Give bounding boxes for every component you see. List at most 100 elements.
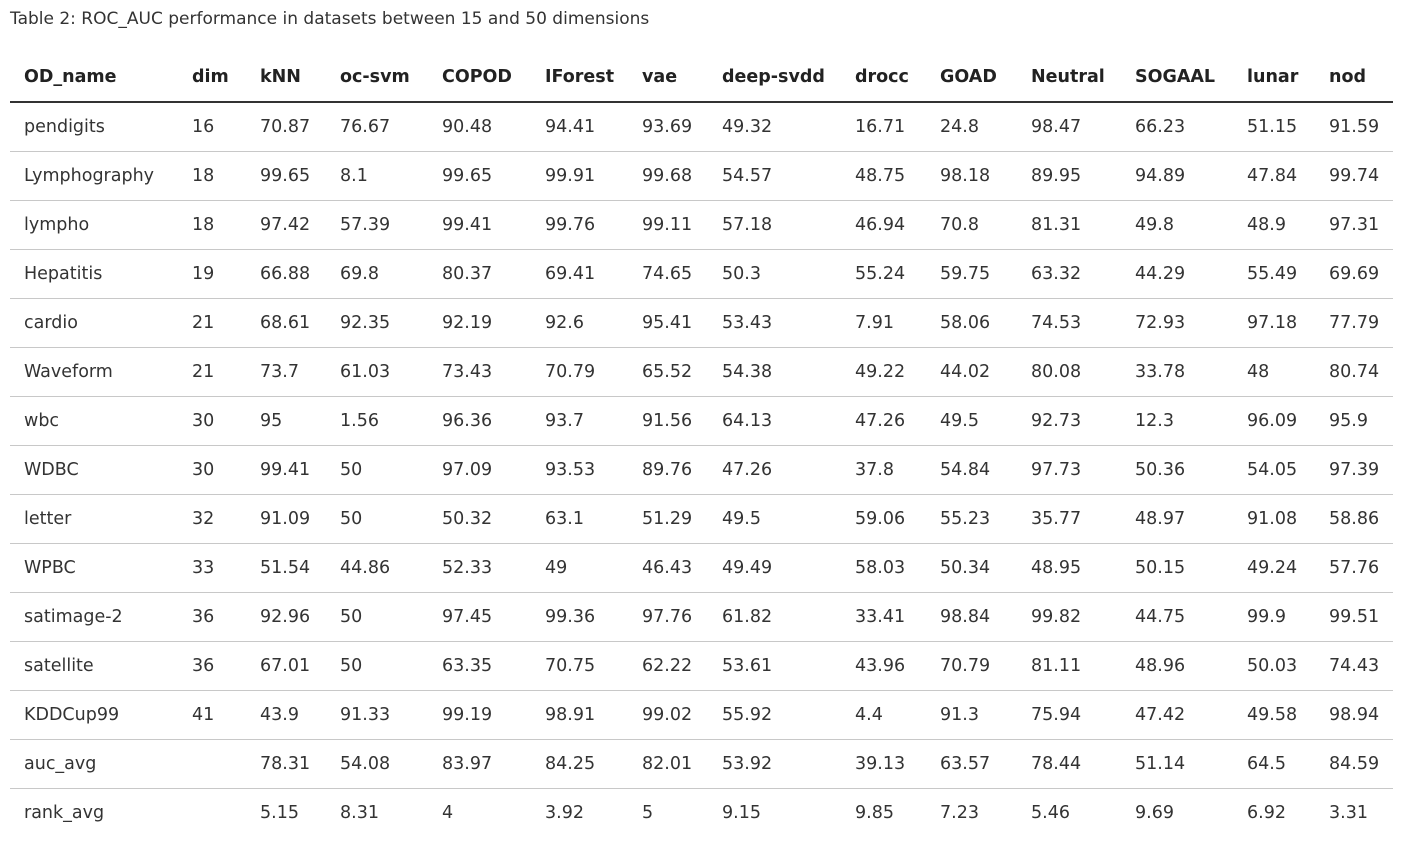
table-cell: 58.03: [841, 543, 926, 593]
table-cell: 54.38: [708, 347, 841, 397]
table-cell: 98.84: [926, 592, 1017, 642]
table-cell: 44.75: [1121, 592, 1233, 642]
table-cell: 80.08: [1017, 347, 1121, 397]
table-cell: 91.09: [246, 494, 326, 544]
table-cell: KDDCup99: [10, 690, 178, 740]
table-cell: 49.22: [841, 347, 926, 397]
table-cell: 70.79: [926, 641, 1017, 691]
table-cell: 49: [531, 543, 628, 593]
table-cell: 65.52: [628, 347, 708, 397]
table-cell: 49.5: [708, 494, 841, 544]
table-cell: 96.36: [428, 396, 531, 446]
table-row: letter 32 91.09 50 50.32 63.1 51.29 49.5 59.06 55…: [10, 494, 1393, 544]
table-cell: 16.71: [841, 102, 926, 152]
table-cell: 89.76: [628, 445, 708, 495]
table-cell: 43.9: [246, 690, 326, 740]
table-cell: 57.76: [1315, 543, 1393, 593]
table-cell: 97.45: [428, 592, 531, 642]
table-cell: 97.76: [628, 592, 708, 642]
table-cell: 99.74: [1315, 151, 1393, 201]
table-cell: 67.01: [246, 641, 326, 691]
table-cell: 80.37: [428, 249, 531, 299]
table-cell: 99.68: [628, 151, 708, 201]
table-cell: 93.53: [531, 445, 628, 495]
table-cell: 57.39: [326, 200, 428, 250]
table-cell: 93.7: [531, 396, 628, 446]
table-cell: 91.56: [628, 396, 708, 446]
column-header: nod: [1315, 53, 1393, 103]
table-cell: 7.23: [940, 803, 979, 823]
table-cell: 8.1: [326, 151, 428, 201]
table-cell: 61.03: [326, 347, 428, 397]
column-header: drocc: [841, 53, 926, 103]
table-cell: 39.13: [841, 739, 926, 789]
table-cell: letter: [10, 494, 178, 544]
table-cell: 32: [178, 494, 246, 544]
table-cell: 70.87: [246, 102, 326, 152]
table-cell: 83.97: [428, 739, 531, 789]
table-cell: satimage-2: [10, 592, 178, 642]
table-cell: 48.96: [1121, 641, 1233, 691]
table-cell: 47.26: [708, 445, 841, 495]
column-header: oc-svm: [326, 53, 428, 103]
table-cell: 64.13: [708, 396, 841, 446]
table-cell: 62.22: [628, 641, 708, 691]
table-cell: 9.85: [855, 803, 894, 823]
table-cell: 74.53: [1017, 298, 1121, 348]
table-cell: 16: [178, 102, 246, 152]
column-header: GOAD: [926, 53, 1017, 103]
table-cell: [178, 789, 246, 838]
table-cell: 69.8: [326, 249, 428, 299]
table-cell: 49.49: [708, 543, 841, 593]
table-cell: 97.73: [1017, 445, 1121, 495]
table-cell: 99.36: [531, 592, 628, 642]
column-header: SOGAAL: [1121, 53, 1233, 103]
table-header: OD_name dim kNN oc-svm COPOD IForest vae deep-s…: [10, 53, 1393, 103]
table-cell: 54.08: [326, 739, 428, 789]
table-cell: 68.61: [246, 298, 326, 348]
table-cell: 59.06: [841, 494, 926, 544]
table-cell: 5.46: [1031, 803, 1070, 823]
table-cell: 50.15: [1121, 543, 1233, 593]
table-cell: 50.32: [428, 494, 531, 544]
table-cell: 5: [642, 803, 654, 823]
table-cell: 50.34: [926, 543, 1017, 593]
table-caption: Table 2: ROC_AUC performance in datasets…: [10, 9, 650, 29]
table-cell: 50: [326, 641, 428, 691]
table-cell: 64.5: [1233, 739, 1315, 789]
table-cell: 84.59: [1315, 739, 1393, 789]
table-cell: 99.65: [428, 151, 531, 201]
table-cell: 6.92: [1247, 803, 1286, 823]
table-cell: 55.92: [708, 690, 841, 740]
table-body: pendigits 16 70.87 76.67 90.48 94.41 93.69 49.3…: [10, 102, 1393, 837]
table-cell: 99.19: [428, 690, 531, 740]
table-cell: WPBC: [10, 543, 178, 593]
table-cell: 69.69: [1315, 249, 1393, 299]
table-cell: 94.41: [531, 102, 628, 152]
table-cell: 66.23: [1121, 102, 1233, 152]
table-cell: 70.79: [531, 347, 628, 397]
table-cell: 98.47: [1017, 102, 1121, 152]
table-cell: 49.32: [708, 102, 841, 152]
table-cell: 92.73: [1017, 396, 1121, 446]
table-cell: 52.33: [428, 543, 531, 593]
column-header: COPOD: [428, 53, 531, 103]
table-cell: 9.15: [722, 803, 761, 823]
column-header: deep-svdd: [708, 53, 841, 103]
table-cell: 50: [326, 494, 428, 544]
table-cell: 63.35: [428, 641, 531, 691]
table-cell: 89.95: [1017, 151, 1121, 201]
table-cell: 53.43: [708, 298, 841, 348]
table-cell: 72.93: [1121, 298, 1233, 348]
table-cell: 57.18: [708, 200, 841, 250]
table-cell: rank_avg: [24, 803, 105, 823]
table-cell: 92.96: [246, 592, 326, 642]
table-cell: 98.94: [1315, 690, 1393, 740]
table-cell: 92.19: [428, 298, 531, 348]
table-cell: 54.05: [1233, 445, 1315, 495]
table-cell: 3.92: [545, 803, 584, 823]
table-cell: 49.8: [1121, 200, 1233, 250]
table-cell: Waveform: [10, 347, 178, 397]
table-cell: 21: [178, 298, 246, 348]
table-cell: 47.42: [1121, 690, 1233, 740]
